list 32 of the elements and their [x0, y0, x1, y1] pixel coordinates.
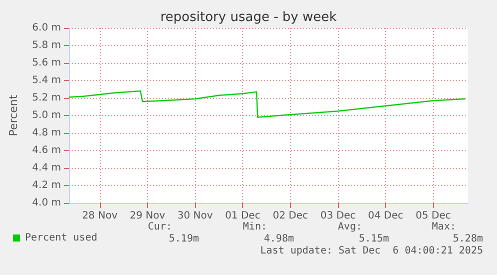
y-tick-label: 6.0 m — [32, 22, 61, 34]
text: Min: — [242, 222, 267, 232]
x-tick-label: 01 Dec — [225, 210, 260, 222]
text: 5.15m — [358, 234, 389, 244]
text: Cur: — [148, 222, 172, 232]
text: Avg: — [338, 222, 362, 232]
y-tick-label: 5.2 m — [32, 92, 61, 104]
x-tick-label: 03 Dec — [320, 210, 356, 222]
y-tick-label: 4.8 m — [32, 128, 61, 138]
text: 5.28m — [452, 234, 483, 244]
y-tick-label: 5.0 m — [32, 110, 61, 121]
x-tick-label: 05 Dec — [416, 210, 451, 222]
y-tick-label: 5.8 m — [32, 40, 61, 51]
y-tick-label: 4.6 m — [32, 145, 61, 156]
y-tick-label: 4.2 m — [32, 180, 61, 191]
y-tick-label: 4.0 m — [32, 198, 61, 208]
legend-label: Percent used — [25, 232, 98, 244]
y-tick-label: 5.6 m — [32, 58, 61, 68]
y-tick-label: 5.4 m — [32, 75, 61, 86]
y-axis-title: Percent — [7, 94, 20, 136]
text: 5.19m — [168, 234, 199, 244]
chart-title: repository usage - by week — [160, 10, 338, 25]
x-tick-label: 04 Dec — [368, 210, 404, 222]
x-tick-label: 02 Dec — [272, 210, 308, 222]
line-series — [68, 90, 466, 118]
y-tick-label: 4.4 m — [32, 162, 61, 174]
x-tick-label: 30 Nov — [177, 210, 213, 222]
text: Max: — [432, 222, 456, 232]
x-tick-label: 28 Nov — [82, 210, 118, 222]
text: 4.98m — [264, 234, 294, 244]
x-tick-label: 29 Nov — [130, 210, 166, 222]
text: Last update: Sat Dec 6 04:00:21 2025 — [260, 246, 483, 256]
